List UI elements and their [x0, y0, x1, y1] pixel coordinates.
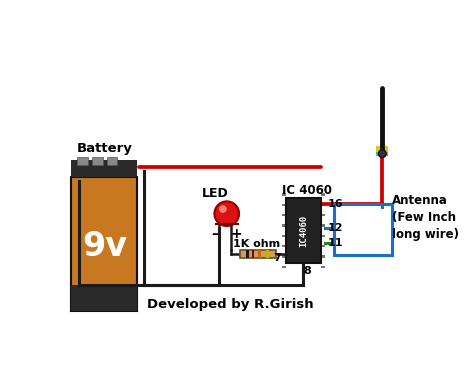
- Bar: [282, 193, 286, 196]
- Text: 8: 8: [303, 265, 311, 276]
- Text: 1K ohm: 1K ohm: [233, 239, 280, 249]
- Bar: [334, 204, 392, 255]
- Text: IC 4060: IC 4060: [282, 184, 332, 197]
- Text: +: +: [230, 228, 242, 241]
- Bar: [376, 146, 389, 152]
- Text: 9v: 9v: [82, 230, 127, 262]
- Circle shape: [219, 205, 227, 213]
- Text: IC4060: IC4060: [299, 215, 308, 247]
- Bar: [282, 214, 286, 216]
- Text: Antenna
(Few Inch
long wire): Antenna (Few Inch long wire): [392, 194, 458, 241]
- Bar: [71, 160, 137, 177]
- Circle shape: [214, 201, 239, 226]
- Text: 16: 16: [328, 199, 343, 209]
- Text: 7: 7: [273, 253, 281, 262]
- Bar: [321, 193, 325, 196]
- Bar: [71, 177, 137, 311]
- Bar: [321, 235, 325, 237]
- Bar: [266, 250, 269, 257]
- Bar: [240, 250, 276, 257]
- Text: 12: 12: [328, 223, 343, 233]
- Bar: [286, 198, 321, 263]
- Bar: [376, 152, 389, 156]
- Bar: [321, 255, 325, 257]
- Bar: [282, 255, 286, 257]
- Bar: [321, 245, 325, 247]
- Circle shape: [378, 150, 386, 157]
- Bar: [282, 204, 286, 206]
- Text: Developed by R.Girish: Developed by R.Girish: [146, 298, 313, 311]
- Bar: [107, 157, 118, 165]
- Text: –: –: [212, 228, 219, 241]
- Text: Battery: Battery: [76, 142, 132, 155]
- Bar: [282, 245, 286, 247]
- Bar: [71, 285, 137, 311]
- Bar: [252, 250, 255, 257]
- Bar: [282, 224, 286, 227]
- Text: LED: LED: [202, 187, 228, 200]
- Bar: [258, 250, 261, 257]
- Bar: [321, 224, 325, 227]
- Bar: [321, 204, 325, 206]
- Bar: [77, 157, 88, 165]
- Bar: [92, 157, 103, 165]
- Text: 11: 11: [328, 238, 343, 248]
- Bar: [282, 265, 286, 268]
- Bar: [246, 250, 249, 257]
- Bar: [282, 235, 286, 237]
- Bar: [321, 214, 325, 216]
- Bar: [321, 265, 325, 268]
